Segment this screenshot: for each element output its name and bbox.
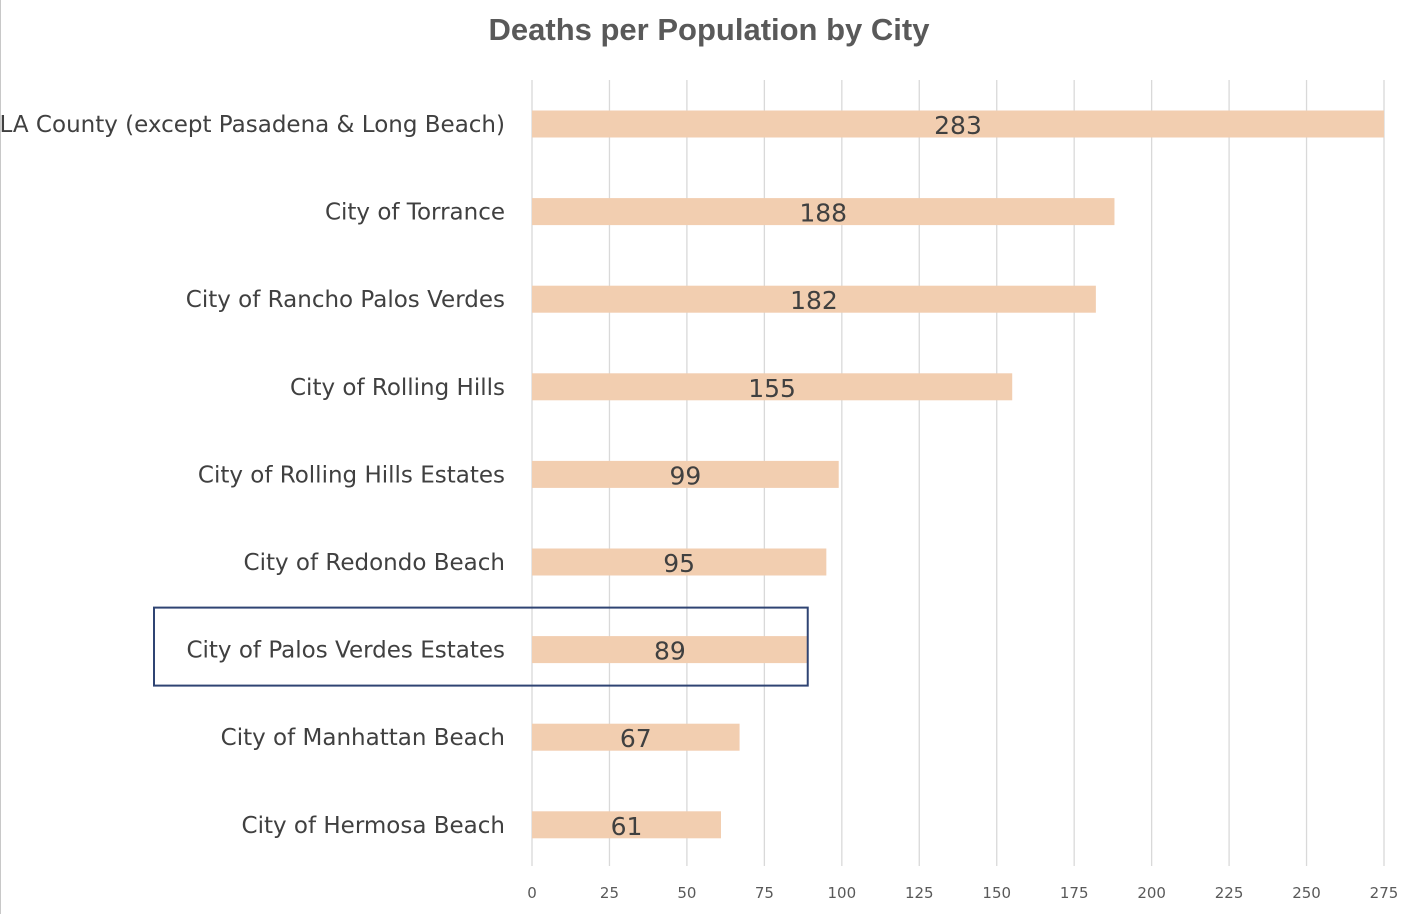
- category-label: City of Redondo Beach: [244, 550, 505, 576]
- chart-title: Deaths per Population by City: [488, 12, 930, 47]
- x-tick-label: 100: [827, 884, 856, 902]
- bar: [532, 811, 721, 839]
- data-label: 61: [611, 812, 643, 841]
- x-tick-label: 25: [600, 884, 619, 902]
- data-label: 99: [669, 461, 701, 490]
- highlight-box: [153, 606, 809, 687]
- x-tick-label: 125: [905, 884, 934, 902]
- data-label: 155: [748, 374, 796, 403]
- category-label: City of Manhattan Beach: [221, 725, 505, 751]
- bar: [532, 198, 1115, 226]
- x-tick-label: 0: [527, 884, 537, 902]
- x-tick-label: 75: [755, 884, 774, 902]
- data-label: 67: [620, 724, 652, 753]
- bar: [532, 110, 1384, 138]
- category-label: City of Hermosa Beach: [242, 813, 505, 839]
- category-label: City of Rancho Palos Verdes: [186, 287, 505, 313]
- category-label: City of Palos Verdes Estates: [186, 638, 505, 664]
- x-tick-label: 275: [1370, 884, 1399, 902]
- data-label: 283: [934, 111, 982, 140]
- bar: [532, 285, 1096, 313]
- x-tick-label: 50: [677, 884, 696, 902]
- category-label: City of Torrance: [325, 200, 505, 226]
- x-tick-label: 150: [982, 884, 1011, 902]
- category-label: City of Rolling Hills: [290, 375, 505, 401]
- data-label: 188: [799, 199, 847, 228]
- data-label: 95: [663, 549, 695, 578]
- x-tick-label: 200: [1137, 884, 1166, 902]
- bar: [532, 548, 827, 576]
- category-label: LA County (except Pasadena & Long Beach): [0, 112, 505, 138]
- x-tick-label: 225: [1215, 884, 1244, 902]
- bar: [532, 723, 740, 751]
- category-label: City of Rolling Hills Estates: [198, 462, 505, 488]
- bar: [532, 373, 1013, 401]
- left-border: [0, 0, 1, 914]
- bar: [532, 636, 808, 664]
- data-label: 89: [654, 637, 686, 666]
- bar: [532, 460, 839, 488]
- data-label: 182: [790, 286, 838, 315]
- x-tick-label: 250: [1292, 884, 1321, 902]
- x-tick-label: 175: [1060, 884, 1089, 902]
